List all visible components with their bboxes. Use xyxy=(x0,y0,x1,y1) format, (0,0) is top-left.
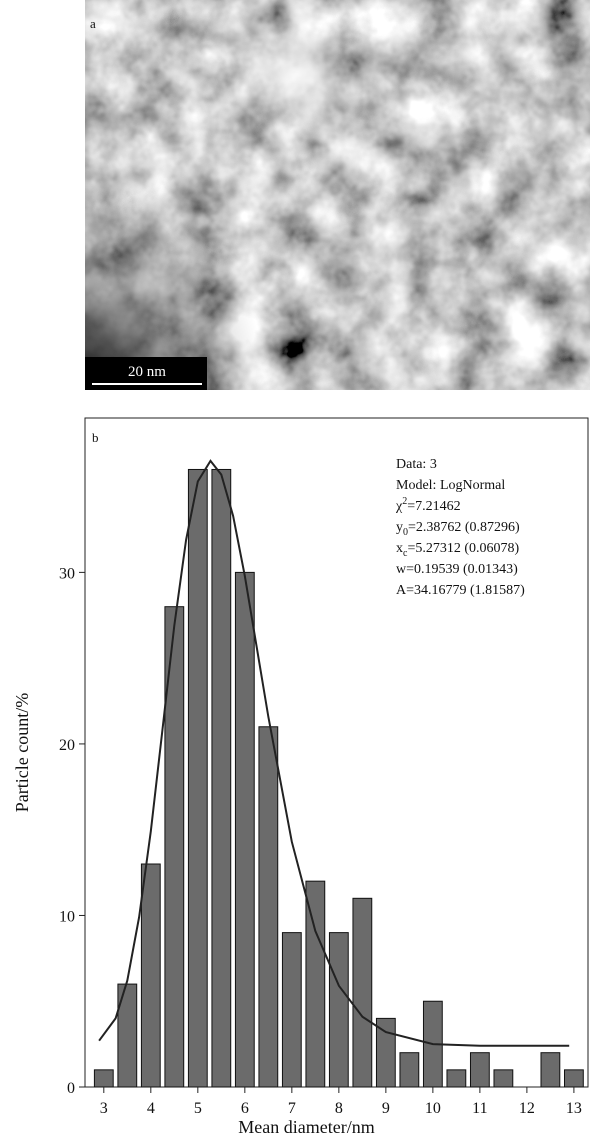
bar xyxy=(563,1069,584,1088)
panel-label: b xyxy=(92,430,99,445)
y-tick-label: 20 xyxy=(59,737,75,754)
bar xyxy=(446,1069,467,1088)
bar xyxy=(258,726,279,1088)
x-tick-label: 3 xyxy=(100,1100,108,1117)
x-tick-label: 11 xyxy=(472,1100,487,1117)
x-tick-label: 5 xyxy=(194,1100,202,1117)
dark-region xyxy=(85,180,265,390)
bar xyxy=(140,863,161,1088)
bar xyxy=(164,606,185,1088)
fit-info-sub: 0 xyxy=(403,527,408,538)
x-tick-label: 10 xyxy=(425,1100,441,1117)
fit-info-rest: =2.38762 (0.87296) xyxy=(408,520,520,535)
fit-info-line: y0=2.38762 (0.87296) xyxy=(396,520,520,538)
bar xyxy=(117,983,138,1088)
bar xyxy=(469,1052,490,1088)
fit-info-rest: =5.27312 (0.06078) xyxy=(407,541,519,556)
fit-info-line: χ2=7.21462 xyxy=(395,496,461,514)
bar xyxy=(234,571,255,1088)
x-tick-label: 4 xyxy=(147,1100,155,1117)
fit-info-sup: 2 xyxy=(402,496,407,507)
x-tick-label: 13 xyxy=(566,1100,582,1117)
x-tick-label: 6 xyxy=(241,1100,249,1117)
bar xyxy=(540,1052,561,1088)
x-tick-label: 12 xyxy=(519,1100,535,1117)
fit-info-line: xc=5.27312 (0.06078) xyxy=(396,541,520,559)
fit-info-line: A=34.16779 (1.81587) xyxy=(396,583,525,598)
fit-info-base: x xyxy=(396,541,403,556)
scale-bar-label: 20 nm xyxy=(128,364,166,380)
fit-info-line: Data: 3 xyxy=(396,457,437,472)
bar xyxy=(211,468,232,1088)
bar xyxy=(281,932,302,1088)
fit-info-sub: c xyxy=(403,548,408,559)
bar xyxy=(493,1069,514,1088)
fit-info-rest: =7.21462 xyxy=(407,499,460,514)
fit-info-base: y xyxy=(396,520,403,535)
x-tick-label: 9 xyxy=(382,1100,390,1117)
bar xyxy=(399,1052,420,1088)
bar xyxy=(187,468,208,1088)
y-axis-label: Particle count/% xyxy=(12,693,32,812)
tem-image: a 20 nm xyxy=(85,0,590,390)
y-tick-label: 10 xyxy=(59,908,75,925)
y-tick-label: 30 xyxy=(59,565,75,582)
x-tick-label: 8 xyxy=(335,1100,343,1117)
bar xyxy=(328,932,349,1088)
bar xyxy=(352,897,373,1088)
bar xyxy=(305,880,326,1088)
fit-info-line: Model: LogNormal xyxy=(396,478,505,493)
fit-info-line: w=0.19539 (0.01343) xyxy=(396,562,518,577)
bar xyxy=(93,1069,114,1088)
fit-info-base: χ xyxy=(395,499,403,514)
bright-region xyxy=(230,15,370,135)
panel-label: a xyxy=(90,16,96,31)
x-tick-label: 7 xyxy=(288,1100,296,1117)
y-tick-label: 0 xyxy=(67,1080,75,1097)
fit-curve xyxy=(98,459,570,1047)
x-axis-label: Mean diameter/nm xyxy=(238,1117,374,1137)
